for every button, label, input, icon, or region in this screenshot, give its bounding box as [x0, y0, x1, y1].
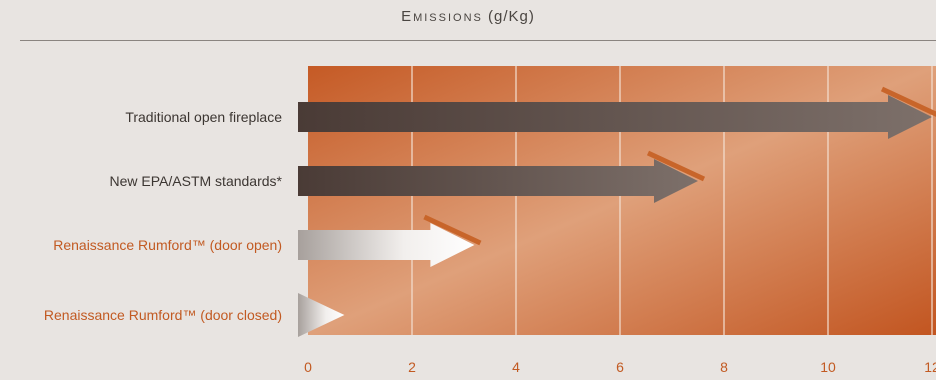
x-tick-label: 0 — [304, 359, 312, 375]
chart-title-main: Emissions — [401, 8, 483, 25]
bar-accent — [880, 86, 936, 117]
bar-group — [298, 293, 345, 337]
x-tick-label: 6 — [616, 359, 624, 375]
chart-title: Emissions (g/Kg) — [0, 8, 936, 25]
x-tick-label: 8 — [720, 359, 728, 375]
bar-arrow — [298, 159, 698, 203]
bar-accent — [423, 214, 482, 246]
bar-accent — [646, 150, 706, 182]
bar-group — [298, 86, 936, 139]
x-tick-label: 12 — [924, 359, 936, 375]
x-tick-label: 10 — [820, 359, 836, 375]
x-tick-label: 2 — [408, 359, 416, 375]
chart-title-unit: (g/Kg) — [488, 8, 535, 25]
category-label: Renaissance Rumford™ (door open) — [53, 237, 282, 253]
title-divider — [20, 40, 936, 41]
bar-group — [298, 150, 706, 203]
category-label: Renaissance Rumford™ (door closed) — [44, 307, 282, 323]
x-tick-label: 4 — [512, 359, 520, 375]
bar-group — [298, 214, 482, 267]
bar-arrow — [298, 223, 475, 267]
bar-arrow — [298, 293, 345, 337]
category-label: Traditional open fireplace — [125, 109, 282, 125]
category-label: New EPA/ASTM standards* — [110, 173, 283, 189]
bar-arrow — [298, 95, 932, 139]
